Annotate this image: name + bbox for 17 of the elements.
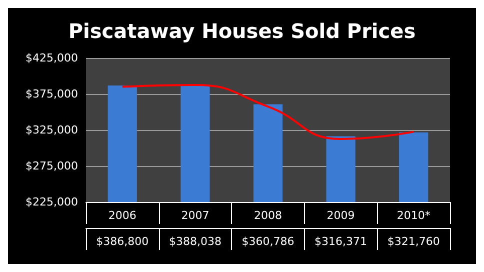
data-label: $360,786 <box>242 235 294 248</box>
x-tick-label: 2008 <box>254 209 282 222</box>
x-tick-label: 2010* <box>396 209 431 222</box>
data-label: $386,800 <box>96 235 149 248</box>
data-label: $388,038 <box>168 235 222 248</box>
data-label: $321,760 <box>387 235 440 248</box>
y-tick-label: $325,000 <box>26 124 78 136</box>
data-label: $316,371 <box>314 235 368 248</box>
y-tick-label: $375,000 <box>26 88 78 100</box>
x-tick-label: 2007 <box>181 209 210 222</box>
x-tick-label: 2006 <box>108 209 136 222</box>
y-tick-label: $275,000 <box>26 160 78 172</box>
chart-title: Piscataway Houses Sold Prices <box>68 19 416 43</box>
line-series <box>121 84 415 140</box>
x-tick-label: 2009 <box>326 209 355 222</box>
y-tick-label: $225,000 <box>26 196 78 208</box>
y-tick-label: $425,000 <box>26 52 78 64</box>
